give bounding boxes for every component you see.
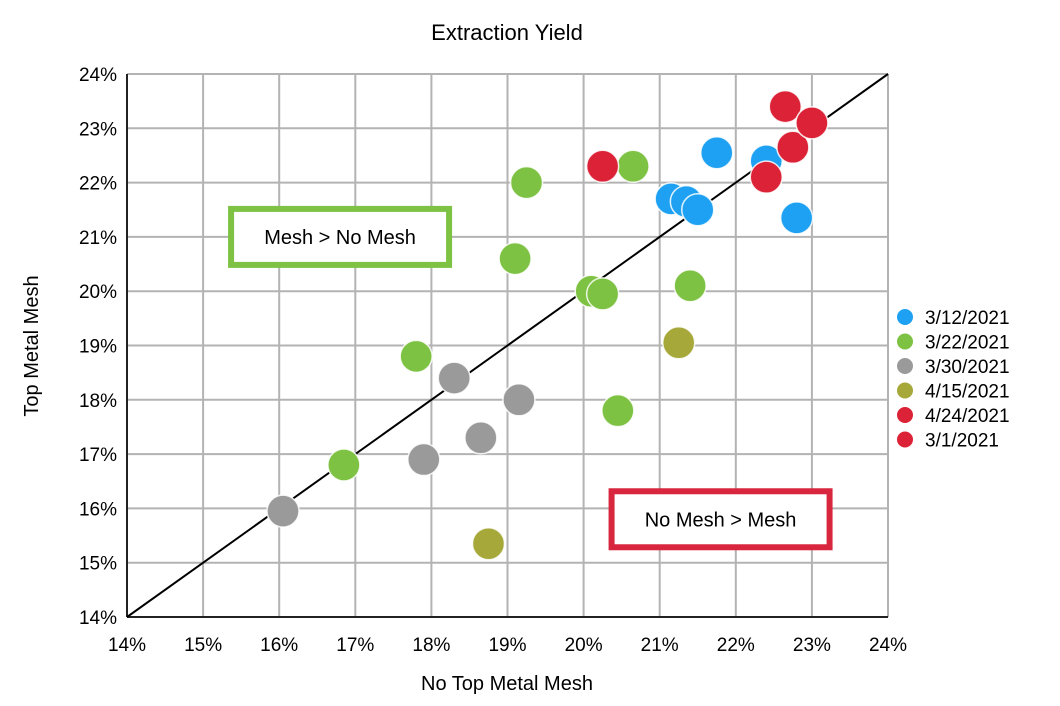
annotation-text: Mesh > No Mesh [264,227,416,249]
y-tick-label: 19% [79,337,117,358]
data-point [768,89,803,124]
data-point [399,339,433,374]
data-point [509,165,544,200]
data-point [681,193,715,227]
y-tick-label: 15% [79,554,117,575]
data-point [673,269,707,303]
data-point [749,160,783,194]
legend-marker [897,382,913,399]
data-point [585,277,620,311]
data-point [407,442,441,477]
chart-title: Extraction Yield [431,20,583,45]
y-tick-label: 20% [79,282,117,303]
x-tick-label: 16% [260,635,298,656]
data-point [795,106,829,140]
y-tick-label: 23% [79,119,117,140]
y-tick-label: 14% [79,608,117,629]
y-tick-label: 16% [79,499,117,520]
annotations: Mesh > No Mesh No Mesh > Mesh [228,205,833,551]
tick-labels: 14% 15% 16% 17% 18% 19% 20% 21% 22% 23% 24% 14% 15% 1… [79,65,907,656]
data-point [601,393,635,428]
legend-label: 3/12/2021 [925,308,1010,329]
x-tick-label: 21% [641,635,679,656]
data-point [661,326,696,360]
data-point [266,494,300,528]
y-tick-label: 21% [79,228,117,249]
x-axis-label: No Top Metal Mesh [421,673,593,695]
x-tick-label: 24% [869,635,907,656]
y-tick-label: 18% [79,391,117,412]
legend-label: 4/15/2021 [925,382,1010,403]
x-tick-label: 23% [793,635,831,656]
data-point [585,149,620,184]
legend-label: 3/22/2021 [925,333,1010,354]
legend-marker [897,309,913,325]
data-point [464,421,498,455]
legend-label: 3/30/2021 [925,357,1010,378]
x-tick-label: 18% [412,635,450,656]
x-tick-label: 19% [488,635,526,656]
data-point [327,448,361,482]
data-point [498,241,532,276]
x-tick-label: 14% [108,635,146,656]
data-point [776,130,810,165]
legend-marker [897,358,913,374]
legend-marker [897,333,913,350]
x-tick-label: 22% [717,635,755,656]
data-point [502,383,536,417]
data-point [700,135,734,170]
y-tick-label: 17% [79,445,117,466]
annotation-box [228,205,453,268]
x-tick-label: 20% [565,635,603,656]
x-tick-label: 17% [336,635,374,656]
legend-marker [897,407,913,423]
y-tick-label: 22% [79,174,117,195]
x-tick-label: 15% [184,635,222,656]
y-tick-label: 24% [79,65,117,86]
data-point [779,201,814,235]
data-points [266,89,829,561]
legend-marker [897,431,913,448]
data-point [437,361,471,395]
data-point [471,526,506,561]
annotation-box [608,488,833,551]
legend: 3/12/2021 3/22/2021 3/30/2021 4/15/2021 4/24… [897,308,1010,452]
legend-label: 3/1/2021 [925,431,999,452]
y-axis-label: Top Metal Mesh [21,275,43,416]
axes [126,74,888,618]
annotation-text: No Mesh > Mesh [645,509,797,531]
data-point [616,149,650,184]
legend-label: 4/24/2021 [925,406,1010,427]
